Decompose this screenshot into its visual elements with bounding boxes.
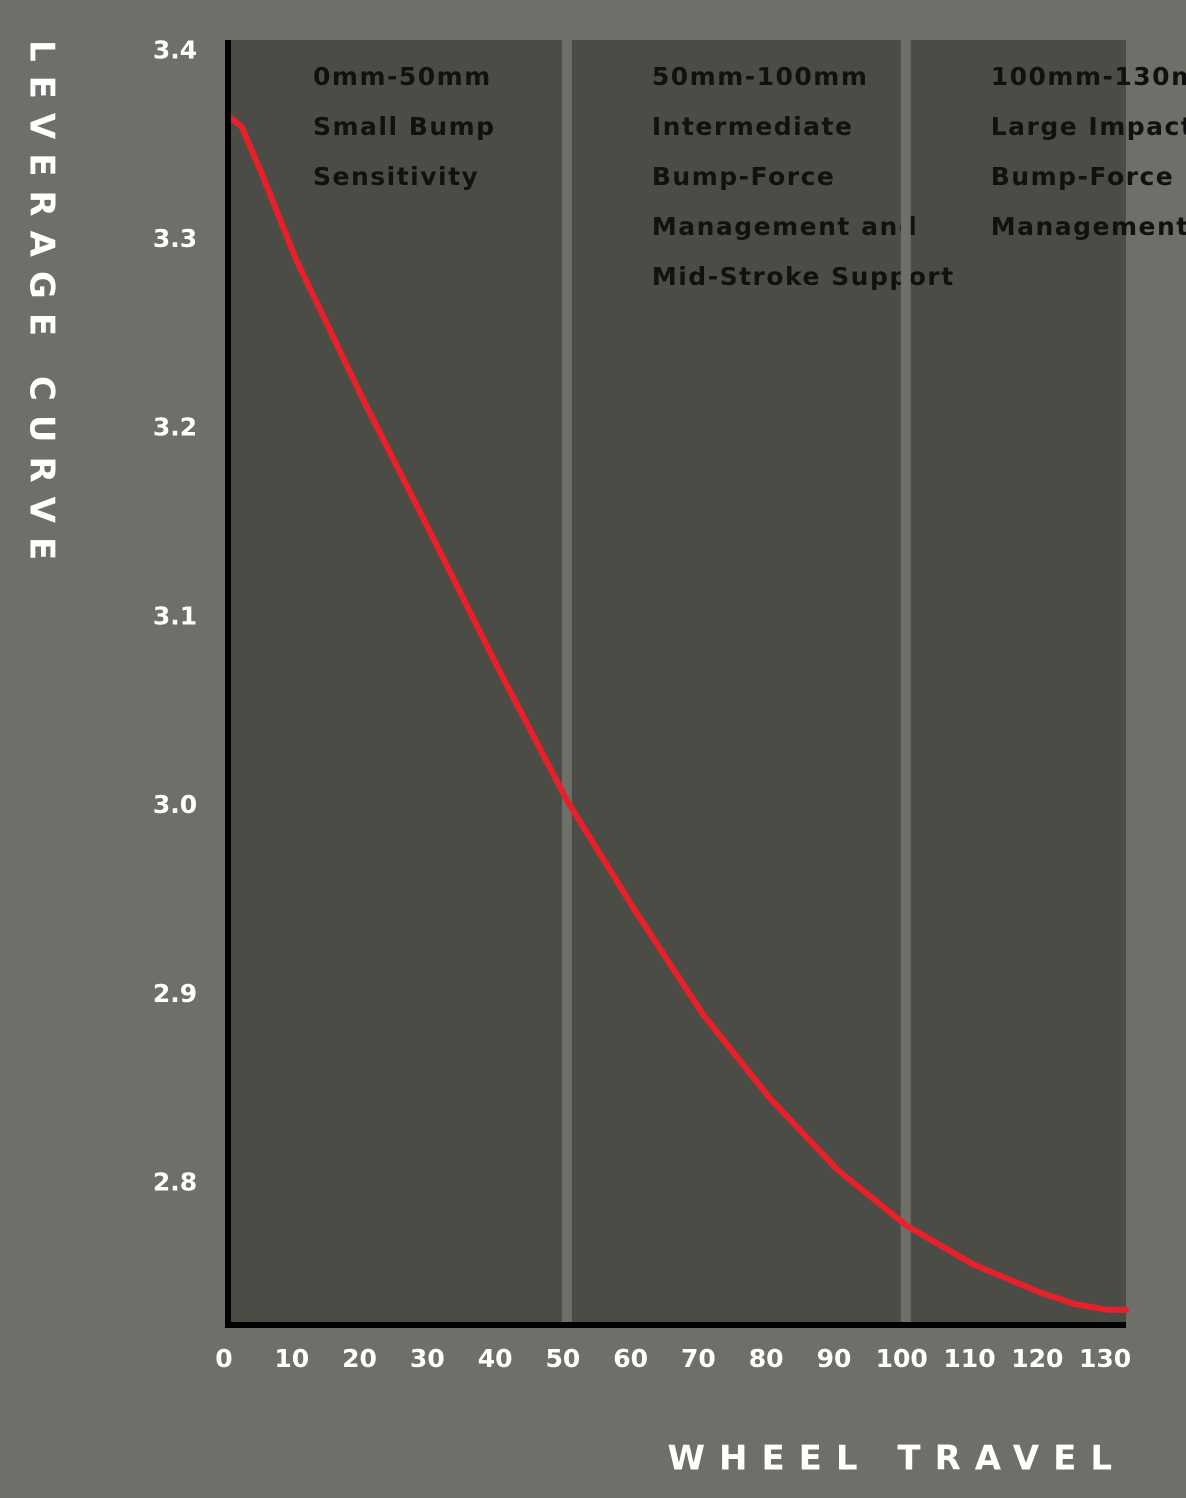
x-tick-label: 90 <box>817 1344 852 1373</box>
band-text: Management and <box>652 212 918 241</box>
data-line <box>225 112 1129 1313</box>
x-tick-label: 120 <box>1011 1344 1063 1373</box>
x-tick-label: 130 <box>1079 1344 1131 1373</box>
x-tick-label: 110 <box>943 1344 995 1373</box>
x-tick-label: 30 <box>410 1344 445 1373</box>
band-separator <box>900 40 911 1325</box>
x-tick-label: 80 <box>749 1344 784 1373</box>
y-tick-label: 3.4 <box>153 35 197 64</box>
x-tick-label: 10 <box>274 1344 309 1373</box>
y-tick-label: 2.9 <box>153 979 197 1008</box>
x-tick-label: 70 <box>681 1344 716 1373</box>
x-tick-label: 40 <box>478 1344 513 1373</box>
y-tick-label: 3.3 <box>153 224 197 253</box>
y-tick-label: 2.8 <box>153 1167 197 1196</box>
x-tick-label: 50 <box>545 1344 580 1373</box>
band-text: Management <box>991 212 1186 241</box>
x-tick-label: 0 <box>215 1344 232 1373</box>
y-tick-label: 3.0 <box>153 790 197 819</box>
x-tick-label: 20 <box>342 1344 377 1373</box>
band-text: Small Bump <box>313 112 496 141</box>
plot-area <box>228 40 1126 1325</box>
x-tick-label: 100 <box>876 1344 928 1373</box>
y-tick-label: 3.2 <box>153 413 197 442</box>
band-title: 0mm-50mm <box>313 62 492 91</box>
x-tick-label: 60 <box>613 1344 648 1373</box>
y-axis-title: LEVERAGE CURVE <box>22 40 62 574</box>
band-separator <box>561 40 572 1325</box>
band-title: 100mm-130mm <box>991 62 1186 91</box>
band-text: Intermediate <box>652 112 854 141</box>
band-text: Large Impact <box>991 112 1186 141</box>
band-text: Bump-Force <box>652 162 836 191</box>
band-title: 50mm-100mm <box>652 62 869 91</box>
y-tick-label: 3.1 <box>153 601 197 630</box>
band-text: Bump-Force <box>991 162 1175 191</box>
x-axis-title: WHEEL TRAVEL <box>668 1439 1127 1479</box>
band-text: Sensitivity <box>313 162 479 191</box>
